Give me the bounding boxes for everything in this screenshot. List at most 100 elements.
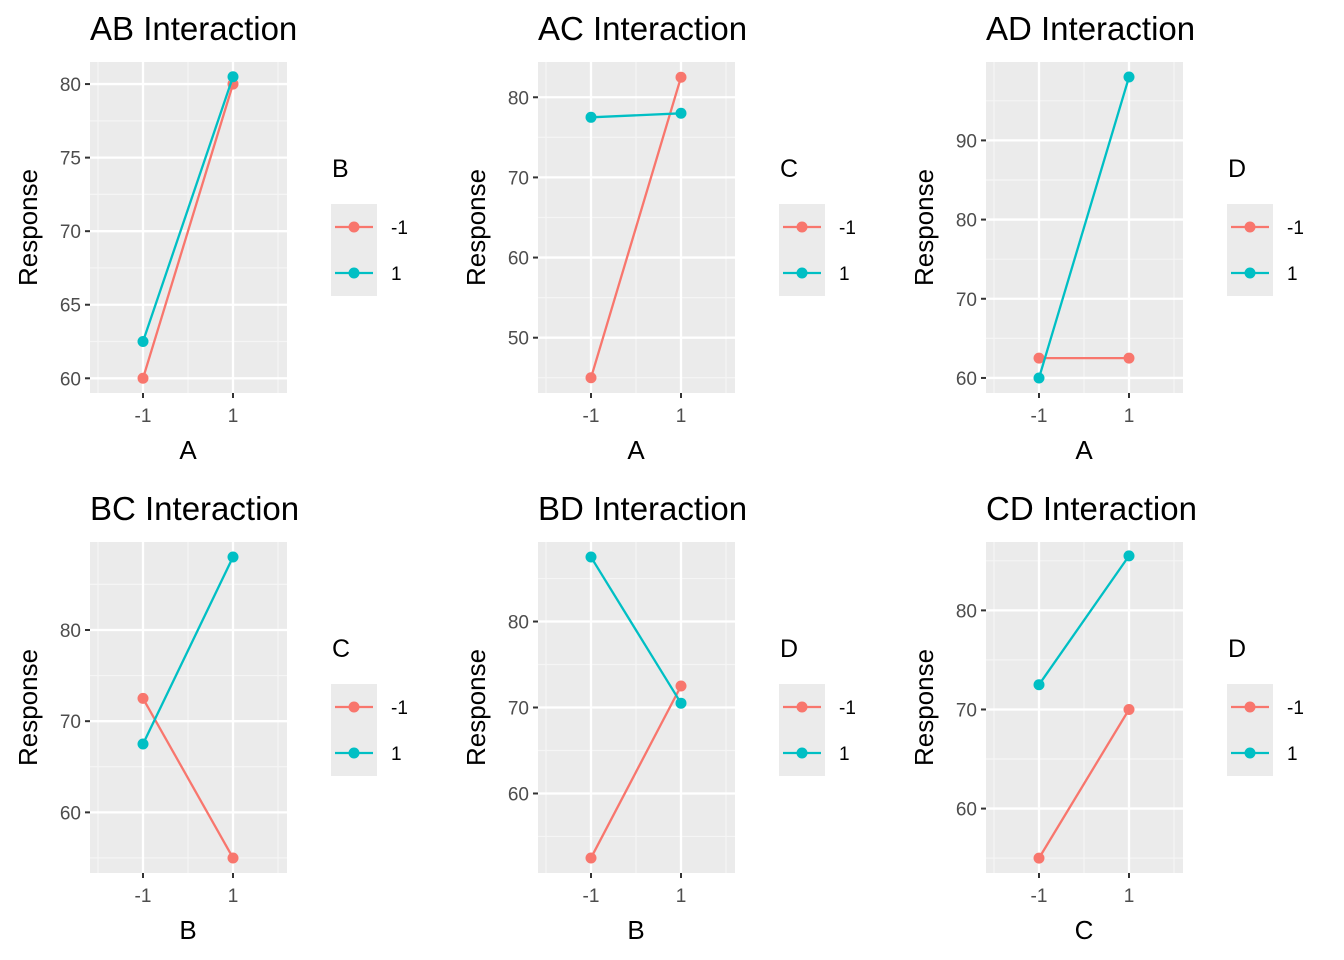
data-point xyxy=(1033,852,1045,864)
x-axis-title: A xyxy=(179,435,197,465)
legend-label: -1 xyxy=(1287,698,1304,719)
legend-title: C xyxy=(332,635,350,663)
legend-label: 1 xyxy=(839,744,850,765)
x-tick-label: 1 xyxy=(676,886,687,907)
y-axis-title: Response xyxy=(13,169,43,286)
panel-title: BC Interaction xyxy=(90,490,299,527)
legend-label: -1 xyxy=(391,698,408,719)
y-tick-label: 65 xyxy=(60,296,81,317)
data-point xyxy=(1033,352,1045,364)
panel-title: AB Interaction xyxy=(90,10,297,47)
legend-key-point xyxy=(1244,701,1256,713)
y-tick-label: 90 xyxy=(956,131,977,152)
x-tick-label: 1 xyxy=(1124,886,1135,907)
legend-key-point xyxy=(348,701,360,713)
data-point xyxy=(585,372,597,384)
legend-label: 1 xyxy=(391,744,402,765)
series-line-pos1 xyxy=(1038,555,1130,686)
y-axis-title: Response xyxy=(909,169,939,286)
y-tick-label: 70 xyxy=(956,290,977,311)
data-point xyxy=(227,852,239,864)
data-point xyxy=(1123,703,1135,715)
y-tick-label: 60 xyxy=(60,803,81,824)
legend-title: B xyxy=(332,155,349,183)
y-tick-label: 70 xyxy=(508,699,529,720)
y-tick-label: 70 xyxy=(60,222,81,243)
legend-key-point xyxy=(796,747,808,759)
legend-label: -1 xyxy=(1287,218,1304,239)
x-axis-title: B xyxy=(179,915,196,945)
y-tick-label: 60 xyxy=(508,249,529,270)
x-tick-label: -1 xyxy=(583,406,600,427)
data-point xyxy=(137,372,149,384)
legend-key-point xyxy=(348,267,360,279)
x-axis-title: B xyxy=(627,915,644,945)
legend-label: 1 xyxy=(839,264,850,285)
x-tick-label: -1 xyxy=(583,886,600,907)
y-axis-title: Response xyxy=(13,649,43,766)
y-tick-label: 80 xyxy=(956,211,977,232)
x-tick-label: -1 xyxy=(1031,886,1048,907)
y-tick-label: 60 xyxy=(956,369,977,390)
legend-label: -1 xyxy=(839,698,856,719)
y-axis-title: Response xyxy=(461,649,491,766)
data-point xyxy=(1123,352,1135,364)
data-point xyxy=(585,111,597,123)
legend-key-point xyxy=(796,221,808,233)
legend-label: 1 xyxy=(1287,264,1298,285)
x-axis-title: A xyxy=(1075,435,1093,465)
legend-label: 1 xyxy=(391,264,402,285)
series-line-pos1 xyxy=(590,112,682,119)
y-axis-title: Response xyxy=(909,649,939,766)
data-point xyxy=(675,71,687,83)
y-tick-label: 80 xyxy=(508,613,529,634)
x-tick-label: -1 xyxy=(135,886,152,907)
data-point xyxy=(675,680,687,692)
y-tick-label: 70 xyxy=(60,712,81,733)
legend-title: D xyxy=(780,635,798,663)
x-tick-label: 1 xyxy=(228,406,239,427)
legend-key-point xyxy=(1244,221,1256,233)
legend-key-point xyxy=(348,221,360,233)
panel-ad-interaction: 60 70 80 90 -1 1 AD Interaction A Response D -1 1 xyxy=(909,10,1304,465)
series-line-pos1 xyxy=(141,556,235,745)
legend-key-background xyxy=(331,204,377,296)
y-tick-label: 60 xyxy=(60,369,81,390)
legend-label: -1 xyxy=(391,218,408,239)
y-axis-title: Response xyxy=(461,169,491,286)
y-tick-label: 50 xyxy=(508,329,529,350)
panel-cd-interaction: 60 70 80 -1 1 CD Interaction C Response D -1 1 xyxy=(909,490,1304,945)
y-tick-label: 80 xyxy=(508,88,529,109)
series-line-neg1 xyxy=(141,697,235,859)
series-line-neg1 xyxy=(141,83,235,379)
series-line-pos1 xyxy=(1037,76,1131,379)
series-line-neg1 xyxy=(1038,708,1130,859)
data-point xyxy=(137,692,149,704)
y-tick-label: 60 xyxy=(956,800,977,821)
series-line-pos1 xyxy=(141,76,235,342)
data-point xyxy=(137,336,149,348)
y-tick-label: 80 xyxy=(956,601,977,622)
data-point xyxy=(227,551,239,563)
legend-key-point xyxy=(1244,747,1256,759)
y-tick-label: 70 xyxy=(508,168,529,189)
x-tick-label: -1 xyxy=(135,406,152,427)
legend-title: C xyxy=(780,155,798,183)
legend-key-background xyxy=(779,204,825,296)
data-point xyxy=(1033,372,1045,384)
panel-bc-interaction: 60 70 80 -1 1 BC Interaction B Response C -1 1 xyxy=(13,490,408,945)
panel-ab-interaction: 60 65 70 75 80 -1 1 AB Interaction A Response B -1 1 xyxy=(13,10,408,465)
data-point xyxy=(585,551,597,563)
y-tick-label: 70 xyxy=(956,700,977,721)
data-point xyxy=(585,852,597,864)
legend-label: 1 xyxy=(1287,744,1298,765)
data-point xyxy=(1123,71,1135,83)
series-line-neg1 xyxy=(589,685,683,859)
data-point xyxy=(675,107,687,119)
legend-title: D xyxy=(1228,155,1246,183)
panel-ac-interaction: 50 60 70 80 -1 1 AC Interaction A Response C -1 1 xyxy=(461,10,856,465)
x-tick-label: 1 xyxy=(228,886,239,907)
data-point xyxy=(675,697,687,709)
legend-key-background xyxy=(1227,684,1273,776)
panel-title: AD Interaction xyxy=(986,10,1195,47)
